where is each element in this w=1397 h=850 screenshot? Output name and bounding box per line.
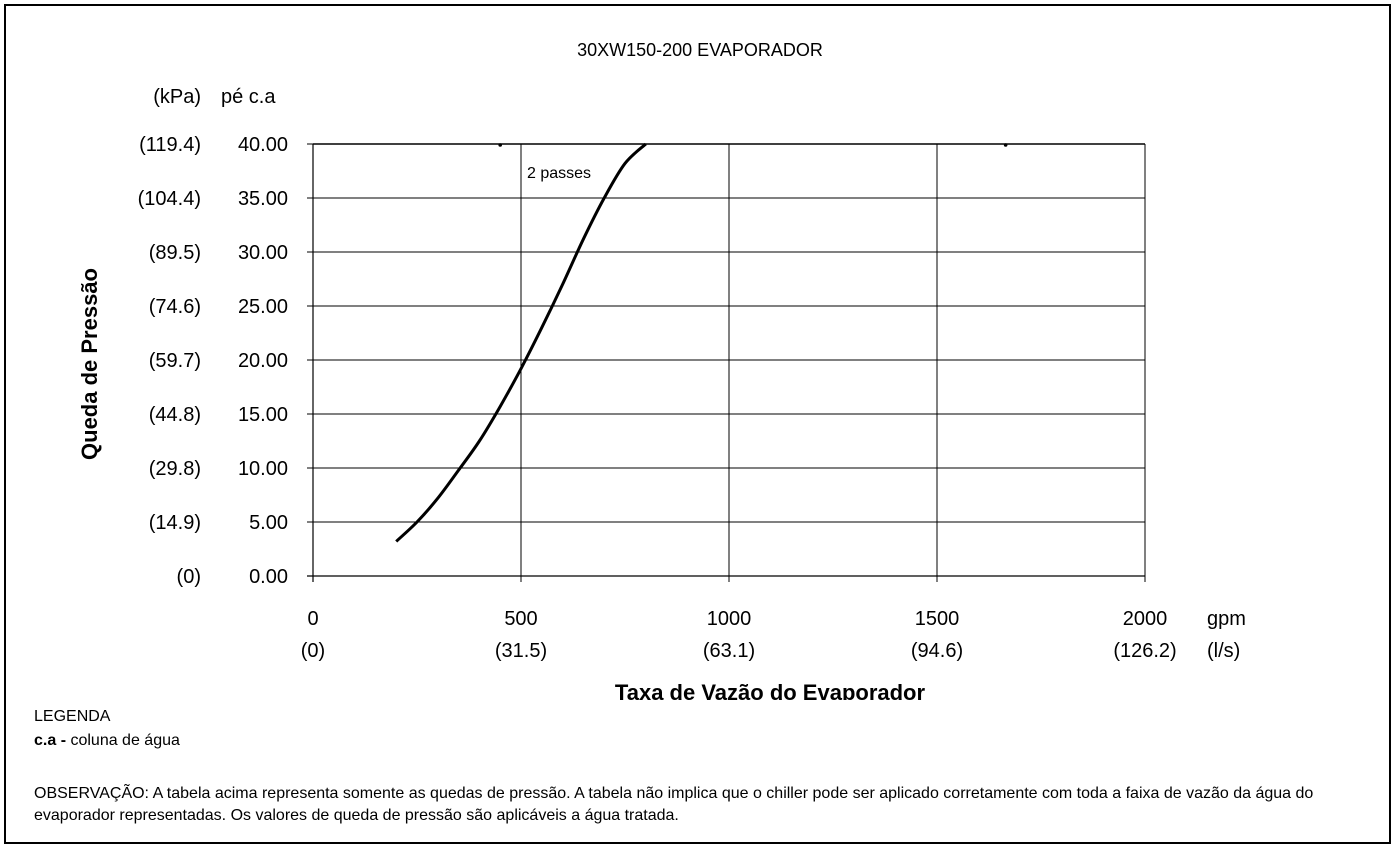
legend-item: c.a - coluna de água <box>34 732 180 750</box>
y-tick-label: 30.00 <box>238 242 288 264</box>
y-unit-secondary: (kPa) <box>153 86 201 108</box>
y-tick-sublabel: (44.8) <box>149 404 201 426</box>
observation-note: OBSERVAÇÃO: A tabela acima representa so… <box>34 785 1314 824</box>
top-marker <box>1003 143 1008 147</box>
x-unit-secondary: (l/s) <box>1207 640 1240 662</box>
y-tick-sublabel: (119.4) <box>139 134 201 156</box>
x-axis-label: Taxa de Vazão do Evaporador <box>615 680 926 700</box>
y-tick-sublabel: (59.7) <box>149 350 201 372</box>
y-axis-label: Queda de Pressão <box>77 268 102 460</box>
y-tick-sublabel: (14.9) <box>149 512 201 534</box>
pressure-drop-chart: 0.00 (0) 5.00 (14.9) 10.00 (29.8) 15.00 (44.8) 2… <box>77 40 1246 700</box>
y-tick-sublabel: (74.6) <box>149 296 201 318</box>
y-tick-label: 35.00 <box>238 188 288 210</box>
series-label: 2 passes <box>527 165 591 182</box>
series-line <box>395 142 647 543</box>
y-tick-label: 40.00 <box>238 134 288 156</box>
x-tick-label: 500 <box>504 608 537 630</box>
y-tick-label: 20.00 <box>238 350 288 372</box>
x-tick-sublabel: (126.2) <box>1113 640 1176 662</box>
y-tick-label: 5.00 <box>249 512 288 534</box>
chart-frame <box>4 4 1391 844</box>
y-tick-sublabel: (0) <box>177 566 201 588</box>
x-unit-primary: gpm <box>1207 608 1246 630</box>
x-tick-sublabel: (0) <box>301 640 325 662</box>
y-tick-label: 15.00 <box>238 404 288 426</box>
y-tick-label: 0.00 <box>249 566 288 588</box>
chart-title: 30XW150-200 EVAPORADOR <box>577 40 823 60</box>
x-tick-label: 0 <box>307 608 318 630</box>
x-tick-label: 2000 <box>1123 608 1168 630</box>
y-tick-label: 10.00 <box>238 458 288 480</box>
legend-key: c.a - <box>34 732 67 749</box>
x-tick-label: 1500 <box>915 608 960 630</box>
y-tick-sublabel: (29.8) <box>149 458 201 480</box>
y-unit-primary: pé c.a <box>221 86 276 108</box>
x-tick-sublabel: (31.5) <box>495 640 547 662</box>
y-tick-label: 25.00 <box>238 296 288 318</box>
y-tick-sublabel: (104.4) <box>138 188 201 210</box>
x-tick-sublabel: (94.6) <box>911 640 963 662</box>
x-tick-label: 1000 <box>707 608 752 630</box>
y-tick-sublabel: (89.5) <box>149 242 201 264</box>
legend-title: LEGENDA <box>34 708 111 725</box>
legend-description: coluna de água <box>66 732 180 749</box>
x-tick-sublabel: (63.1) <box>703 640 755 662</box>
top-marker <box>498 143 503 147</box>
